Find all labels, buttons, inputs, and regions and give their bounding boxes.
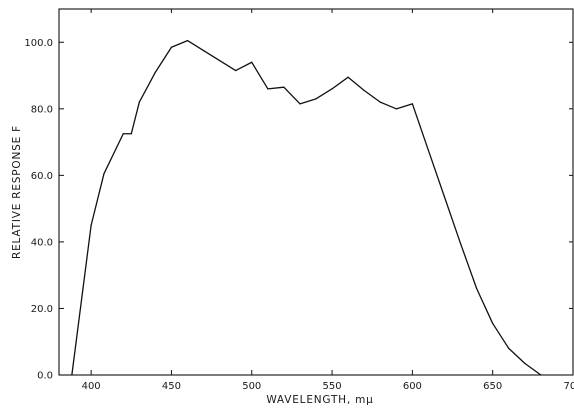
data-point — [411, 103, 413, 105]
series-layer — [71, 39, 542, 376]
data-point — [186, 40, 189, 42]
data-point — [379, 101, 381, 103]
series-line — [71, 39, 542, 376]
data-point — [508, 347, 510, 349]
data-point — [427, 149, 430, 152]
y-tick-label: 20.0 — [31, 304, 53, 315]
x-tick-label: 650 — [483, 381, 502, 392]
data-point — [492, 322, 494, 325]
y-axis-label: RELATIVE RESPONSE F — [11, 125, 23, 259]
data-point — [103, 173, 105, 175]
data-point — [138, 101, 140, 103]
data-point — [331, 88, 333, 90]
data-point — [202, 49, 205, 52]
data-point — [130, 133, 132, 135]
data-point — [251, 61, 253, 63]
y-tick-label: 100.0 — [24, 38, 53, 49]
data-point — [347, 76, 349, 78]
y-tick-label: 40.0 — [31, 237, 53, 248]
data-point — [299, 103, 301, 105]
data-point — [122, 133, 124, 135]
data-point — [524, 362, 526, 364]
y-axis: 0.0 20.0 40.0 60.0 80.0 100.0 — [24, 38, 573, 382]
data-point — [154, 71, 156, 73]
data-point — [315, 98, 317, 100]
x-tick-label: 600 — [403, 381, 422, 392]
data-point — [170, 46, 173, 48]
data-point — [363, 89, 365, 92]
data-point — [90, 224, 92, 226]
x-tick-label: 550 — [323, 381, 342, 392]
data-point — [267, 88, 269, 90]
data-point — [71, 374, 73, 376]
x-tick-label: 700 — [563, 381, 574, 392]
x-axis: 400 450 500 550 600 650 700 — [82, 9, 574, 392]
x-tick-label: 500 — [242, 381, 261, 392]
data-point — [283, 86, 285, 88]
data-point — [219, 59, 221, 62]
x-axis-label: WAVELENGTH, mμ — [266, 394, 373, 406]
y-tick-label: 0.0 — [37, 371, 53, 382]
data-point — [443, 196, 446, 198]
data-point — [459, 242, 462, 245]
x-tick-label: 400 — [82, 381, 101, 392]
y-tick-label: 60.0 — [31, 171, 53, 182]
plot-frame — [58, 8, 574, 376]
x-tick-label: 450 — [162, 381, 181, 392]
data-point — [476, 287, 478, 290]
data-point — [540, 374, 542, 376]
y-tick-label: 80.0 — [31, 104, 53, 115]
data-point — [235, 69, 237, 72]
data-point — [395, 108, 397, 110]
